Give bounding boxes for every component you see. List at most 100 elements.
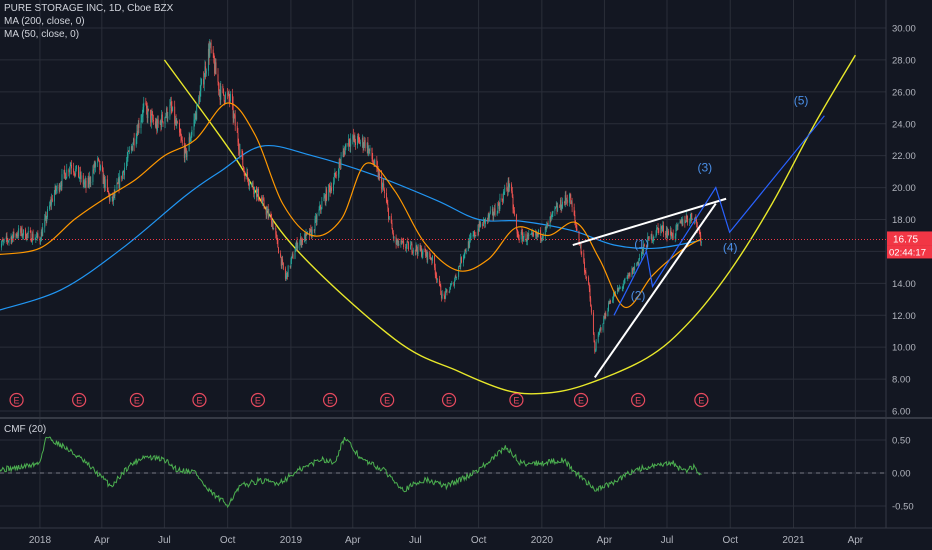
candle-body [565, 195, 567, 201]
candle-body [444, 295, 446, 299]
candle-body [37, 233, 39, 238]
candle-body [42, 227, 44, 237]
candle-body [430, 257, 431, 260]
candle-body [13, 231, 15, 238]
candle-body [430, 258, 432, 260]
candle-body [157, 119, 159, 124]
candle-body [267, 209, 269, 217]
candle-body [199, 96, 200, 103]
candle-body [328, 184, 330, 188]
candle-body [291, 256, 293, 261]
candle-body [186, 150, 188, 158]
candle-body [359, 139, 361, 144]
candle-body [254, 186, 255, 194]
countdown-badge-bg [887, 245, 932, 259]
earnings-letter: E [698, 396, 704, 406]
earnings-letter: E [446, 396, 452, 406]
candle-body [522, 232, 524, 241]
candle-body [181, 137, 183, 141]
candle-body [95, 162, 97, 167]
candle-body [608, 302, 609, 312]
candle-body [525, 233, 527, 242]
candle-body [118, 178, 120, 188]
candle-body [45, 215, 47, 222]
chart-grid [0, 0, 932, 529]
candle-body [454, 280, 455, 286]
candle-body [487, 218, 488, 220]
candle-body [10, 236, 12, 240]
candle-body [416, 250, 418, 255]
price-tick-label: 18.00 [892, 215, 916, 226]
candle-body [228, 92, 230, 98]
candle-body [311, 229, 312, 237]
candle-body [531, 232, 533, 234]
earnings-letter: E [134, 396, 140, 406]
candle-body [674, 235, 676, 239]
candle-body [18, 228, 20, 236]
candle-body [522, 237, 524, 241]
candle-body [56, 184, 58, 190]
candle-body [176, 122, 178, 125]
candle-body [479, 221, 481, 227]
cmf-legend[interactable]: CMF (20) [4, 424, 47, 435]
candle-body [427, 252, 429, 260]
candle-body [121, 175, 123, 179]
earnings-circle [573, 392, 589, 408]
candle-body [440, 285, 442, 295]
cmf-tick-label: 0.00 [892, 469, 911, 480]
candle-body [17, 235, 19, 236]
candle-body [397, 239, 398, 243]
candle-body [576, 228, 578, 232]
candle-body [53, 193, 55, 202]
candle-body [637, 261, 639, 264]
candle-body [80, 175, 82, 180]
candle-body [503, 192, 505, 194]
candle-body [598, 332, 600, 335]
candle-body [246, 172, 248, 180]
candle-body [21, 228, 23, 236]
candle-body [696, 222, 698, 229]
candle-body [386, 201, 388, 205]
candle-body [113, 194, 114, 201]
candle-body [568, 197, 570, 203]
candle-body [315, 217, 317, 220]
candle-body [609, 301, 611, 304]
candle-body [113, 194, 115, 196]
time-tick-label: 2019 [280, 535, 303, 546]
candle-body [25, 238, 27, 240]
candle-body [443, 293, 445, 296]
candle-body [174, 106, 176, 124]
candle-body [579, 244, 581, 246]
candle-body [27, 231, 29, 234]
candle-body [238, 142, 240, 150]
candle-body [154, 121, 156, 127]
candle-body [653, 236, 655, 238]
candle-body [335, 175, 337, 177]
ma50-line [0, 102, 702, 308]
symbol-title[interactable]: PURE STORAGE INC, 1D, Cboe BZX [4, 3, 174, 14]
candle-body [499, 198, 501, 209]
ma50-legend[interactable]: MA (50, close, 0) [4, 29, 80, 40]
earnings-circle [9, 392, 24, 408]
candle-body [627, 275, 629, 278]
earnings-marker: E [573, 392, 589, 408]
candle-body [488, 214, 490, 218]
candle-body [547, 222, 549, 227]
candle-body [108, 193, 110, 201]
candle-body [51, 198, 53, 202]
candle-body [652, 240, 653, 242]
candle-body [165, 108, 167, 116]
candle-body [624, 278, 626, 280]
ma200-legend[interactable]: MA (200, close, 0) [4, 16, 85, 27]
candle-body [179, 132, 181, 136]
candle-body [141, 117, 143, 121]
candle-body [295, 241, 297, 247]
candle-body [372, 158, 374, 162]
candle-body [575, 224, 577, 229]
price-tick-label: 14.00 [892, 279, 916, 290]
candle-body [489, 210, 491, 214]
candle-body [22, 235, 24, 237]
candle-body [276, 236, 278, 240]
candle-body [204, 66, 206, 78]
